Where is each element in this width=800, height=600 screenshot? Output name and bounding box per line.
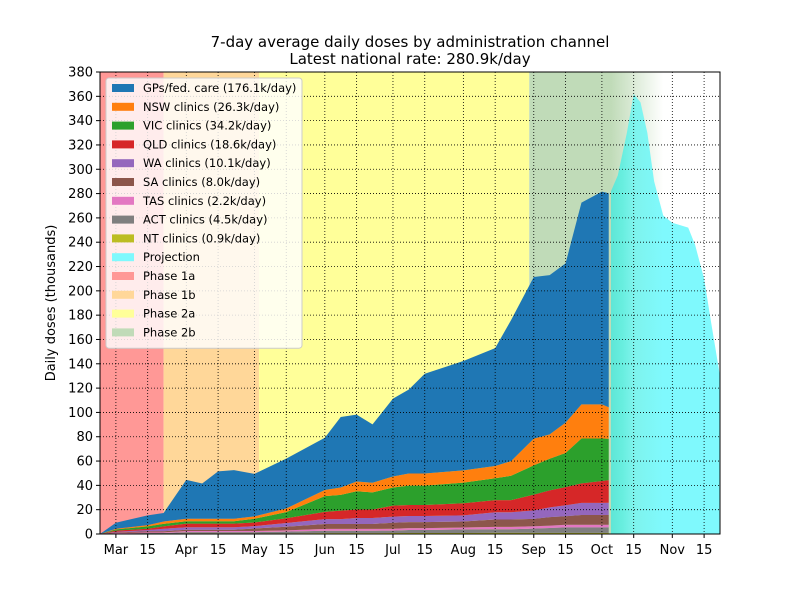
chart-title: 7-day average daily doses by administrat…: [211, 33, 610, 51]
legend-label: Phase 2b: [143, 325, 196, 339]
legend-swatch: [112, 290, 134, 299]
legend-swatch: [112, 84, 134, 92]
legend-swatch: [112, 272, 134, 280]
legend-label: SA clinics (8.0k/day): [143, 175, 260, 189]
legend-swatch: [112, 196, 134, 205]
x-tick-label: Jul: [384, 543, 401, 558]
y-tick-label: 320: [68, 138, 93, 153]
x-tick-label: Nov: [660, 543, 686, 558]
series-area-vic-clinics: [100, 438, 609, 534]
projection-area: [610, 93, 720, 534]
legend-swatch: [112, 234, 134, 243]
chart-subtitle: Latest national rate: 280.9k/day: [289, 50, 530, 68]
legend-swatch: [112, 328, 134, 337]
legend-swatch: [112, 178, 134, 186]
y-tick-label: 160: [68, 333, 93, 348]
x-tick-label: 15: [278, 543, 295, 558]
legend-label: VIC clinics (34.2k/day): [143, 119, 271, 133]
x-tick-label: Sep: [522, 543, 547, 558]
x-tick-label: 15: [210, 543, 227, 558]
y-tick-label: 0: [85, 528, 93, 543]
legend: GPs/fed. care (176.1k/day) NSW clinics (2…: [105, 77, 303, 349]
legend-label: Phase 1b: [143, 288, 196, 302]
series-area-gps-fed-care: [100, 191, 609, 534]
x-tick-label: 15: [625, 543, 642, 558]
y-tick-label: 20: [76, 503, 93, 518]
series-area-tas-clinics: [100, 524, 609, 534]
y-tick-label: 340: [68, 114, 93, 129]
legend-swatch: [112, 253, 134, 262]
series-area-sa-clinics: [100, 515, 609, 534]
legend-label: GPs/fed. care (176.1k/day): [143, 81, 296, 95]
y-tick-label: 180: [68, 309, 93, 324]
y-tick-label: 140: [68, 357, 93, 372]
x-tick-label: 15: [696, 543, 713, 558]
y-tick-label: 200: [68, 284, 93, 299]
x-tick-label: Mar: [104, 543, 129, 558]
y-tick-label: 240: [68, 236, 93, 251]
plot-frame: [99, 71, 721, 535]
legend-label: NT clinics (0.9k/day): [143, 231, 260, 245]
y-tick-label: 360: [68, 90, 93, 105]
legend-label: Phase 2a: [143, 307, 195, 321]
y-tick-label: 100: [68, 406, 93, 421]
legend-label: WA clinics (10.1k/day): [143, 156, 271, 170]
legend-label: Projection: [143, 250, 200, 264]
x-tick-label: Jun: [314, 543, 335, 558]
y-tick-label: 220: [68, 260, 93, 275]
x-tick-label: 15: [416, 543, 433, 558]
legend-label: QLD clinics (18.6k/day): [143, 137, 276, 151]
series-area-wa-clinics: [100, 502, 609, 534]
x-tick-label: Apr: [175, 543, 198, 558]
stacked-areas: [100, 93, 720, 534]
legend-label: Phase 1a: [143, 269, 195, 283]
series-area-nsw-clinics: [100, 404, 609, 534]
legend-label: NSW clinics (26.3k/day): [143, 100, 279, 114]
y-tick-label: 60: [76, 455, 93, 470]
legend-swatch: [112, 215, 134, 224]
y-axis-label: Daily doses (thousands): [44, 225, 59, 382]
legend-swatch: [112, 309, 134, 318]
y-tick-label: 40: [76, 479, 93, 494]
x-tick-label: Oct: [591, 543, 613, 558]
y-tick-label: 260: [68, 211, 93, 226]
x-tick-label: May: [241, 543, 268, 558]
gridlines: [100, 71, 720, 535]
series-area-qld-clinics: [100, 480, 609, 534]
x-tick-label: 15: [139, 543, 156, 558]
y-tick-label: 120: [68, 382, 93, 397]
legend-swatch: [112, 121, 134, 130]
x-tick-label: 15: [487, 543, 504, 558]
x-tick-label: 15: [348, 543, 365, 558]
legend-box: [105, 77, 303, 349]
series-area-act-clinics: [100, 527, 609, 534]
y-tick-label: 80: [76, 430, 93, 445]
legend-swatch: [112, 140, 134, 149]
legend-swatch: [112, 159, 134, 168]
axes: 0 20 40 60 80 100 120 140 160 180 200 220 240 260 280 3…: [68, 66, 712, 559]
legend-swatch: [112, 102, 134, 111]
legend-label: ACT clinics (4.5k/day): [143, 213, 268, 227]
y-tick-label: 280: [68, 187, 93, 202]
x-tick-label: Aug: [451, 543, 476, 558]
y-tick-label: 380: [68, 66, 93, 81]
y-tick-label: 300: [68, 163, 93, 178]
legend-label: TAS clinics (2.2k/day): [142, 194, 266, 208]
x-tick-label: 15: [557, 543, 574, 558]
